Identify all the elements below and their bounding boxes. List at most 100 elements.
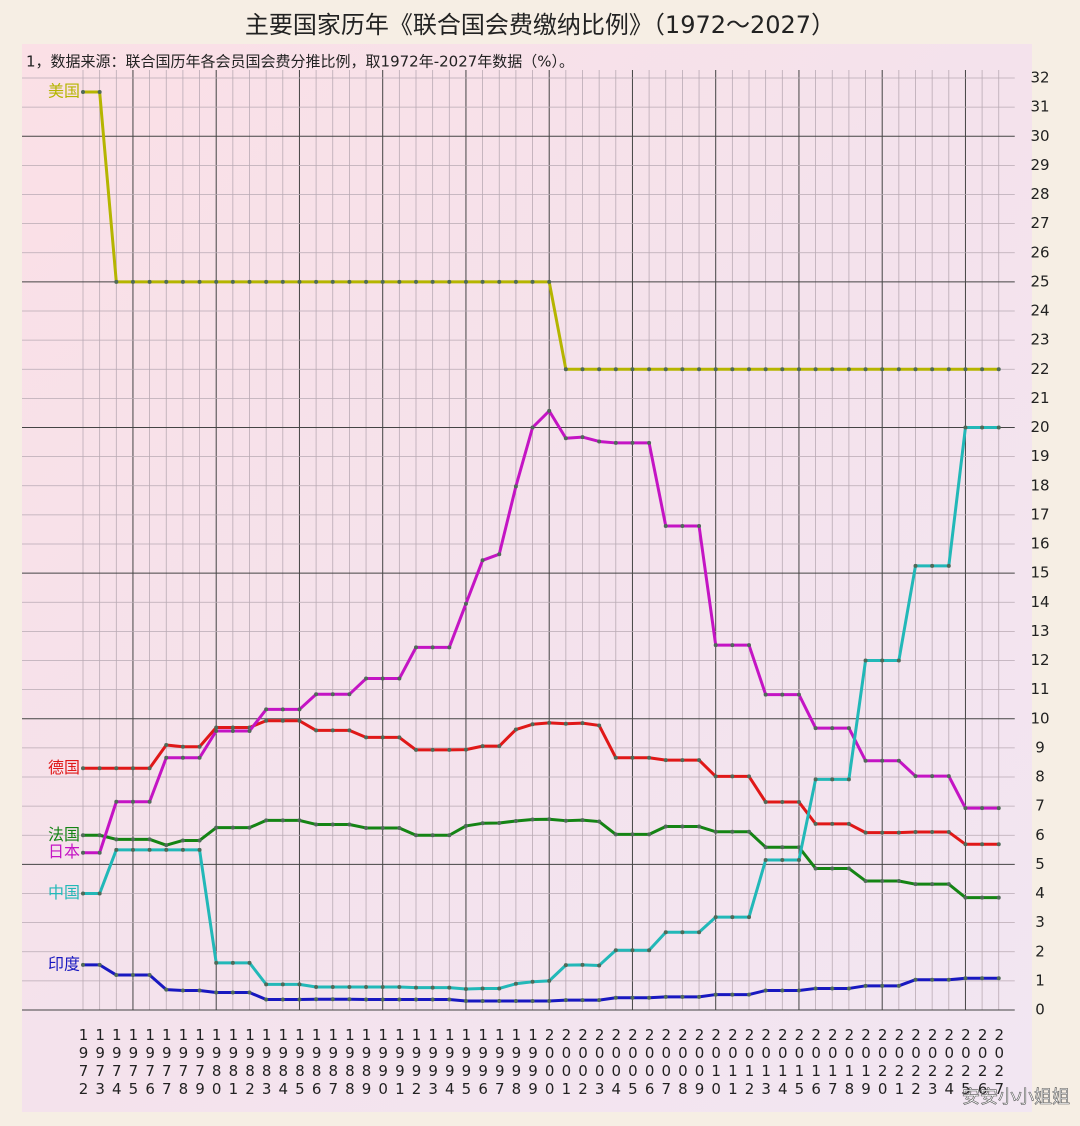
- x-tick-label: 2018: [840, 1026, 858, 1098]
- data-point: [480, 558, 485, 563]
- data-point: [963, 425, 968, 430]
- data-point: [530, 425, 535, 430]
- x-tick-label: 2014: [774, 1026, 792, 1098]
- data-point: [730, 992, 735, 997]
- data-point: [314, 692, 319, 697]
- y-tick-label: 2: [1035, 942, 1045, 960]
- data-point: [763, 692, 768, 697]
- data-point: [663, 930, 668, 935]
- x-tick-label: 2000: [541, 1026, 559, 1098]
- y-tick-label: 28: [1030, 185, 1049, 203]
- x-tick-label: 1976: [141, 1026, 159, 1098]
- x-tick-label: 2027: [990, 1026, 1008, 1098]
- data-point: [497, 986, 502, 991]
- data-point: [330, 692, 335, 697]
- data-point: [913, 882, 918, 887]
- data-point: [414, 997, 418, 1002]
- data-point: [697, 523, 702, 528]
- data-point: [880, 367, 885, 372]
- data-point: [463, 998, 468, 1003]
- data-point: [796, 692, 801, 697]
- data-point: [630, 832, 635, 837]
- data-point: [946, 774, 951, 779]
- data-point: [463, 747, 468, 752]
- data-point: [380, 984, 385, 989]
- data-point: [663, 523, 668, 528]
- data-point: [97, 850, 102, 855]
- data-point: [330, 279, 335, 284]
- data-point: [447, 833, 452, 838]
- data-point: [896, 983, 901, 988]
- data-point: [330, 822, 335, 827]
- data-point: [680, 824, 685, 829]
- data-point: [697, 930, 702, 935]
- y-tick-label: 14: [1030, 593, 1049, 611]
- data-point: [397, 825, 402, 830]
- y-tick-label: 25: [1030, 272, 1049, 290]
- data-point: [846, 367, 851, 372]
- data-point: [996, 895, 1001, 900]
- data-point: [114, 837, 119, 842]
- data-point: [846, 866, 851, 871]
- data-point: [547, 978, 552, 983]
- data-point: [314, 279, 319, 284]
- data-point: [81, 891, 85, 896]
- data-point: [547, 408, 552, 413]
- data-point: [81, 850, 85, 855]
- x-tick-label: 2017: [824, 1026, 842, 1098]
- data-point: [197, 279, 202, 284]
- x-tick-label: 2016: [807, 1026, 825, 1098]
- data-point: [813, 367, 818, 372]
- data-point: [780, 800, 785, 805]
- y-tick-label: 11: [1030, 680, 1049, 698]
- data-point: [613, 832, 618, 837]
- data-point: [597, 998, 602, 1003]
- data-point: [130, 279, 135, 284]
- data-point: [530, 722, 535, 727]
- y-tick-label: 1: [1035, 971, 1045, 989]
- data-point: [397, 735, 402, 740]
- data-point: [713, 643, 718, 648]
- data-point: [713, 367, 718, 372]
- data-point: [813, 777, 818, 782]
- data-point: [147, 799, 152, 804]
- data-point: [264, 707, 269, 712]
- data-point: [463, 601, 468, 606]
- y-tick-label: 19: [1030, 447, 1049, 465]
- data-point: [796, 858, 801, 863]
- data-point: [380, 997, 385, 1002]
- data-point: [330, 997, 335, 1002]
- y-tick-label: 18: [1030, 476, 1049, 494]
- y-tick-label: 26: [1030, 243, 1049, 261]
- data-point: [81, 962, 85, 967]
- data-point: [347, 984, 352, 989]
- data-point: [530, 279, 535, 284]
- data-point: [114, 799, 119, 804]
- y-tick-label: 27: [1030, 214, 1049, 232]
- data-point: [414, 833, 418, 838]
- data-point: [563, 998, 568, 1003]
- data-point: [563, 367, 568, 372]
- x-tick-label: 2011: [724, 1026, 742, 1098]
- y-tick-label: 20: [1030, 418, 1049, 436]
- series-line: [83, 409, 999, 855]
- data-point: [497, 552, 502, 557]
- data-point: [180, 988, 185, 993]
- data-point: [580, 435, 585, 440]
- data-point: [81, 833, 85, 838]
- data-point: [996, 425, 1001, 430]
- x-tick-label: 1974: [108, 1026, 126, 1098]
- data-point: [913, 977, 918, 982]
- data-point: [863, 758, 868, 763]
- data-point: [147, 766, 152, 771]
- data-point: [147, 973, 152, 978]
- data-point: [730, 643, 735, 648]
- data-point: [597, 439, 602, 444]
- data-point: [414, 645, 418, 650]
- data-point: [613, 995, 618, 1000]
- data-point: [697, 994, 702, 999]
- data-point: [663, 367, 668, 372]
- x-tick-label: 1973: [91, 1026, 109, 1098]
- data-point: [880, 658, 885, 663]
